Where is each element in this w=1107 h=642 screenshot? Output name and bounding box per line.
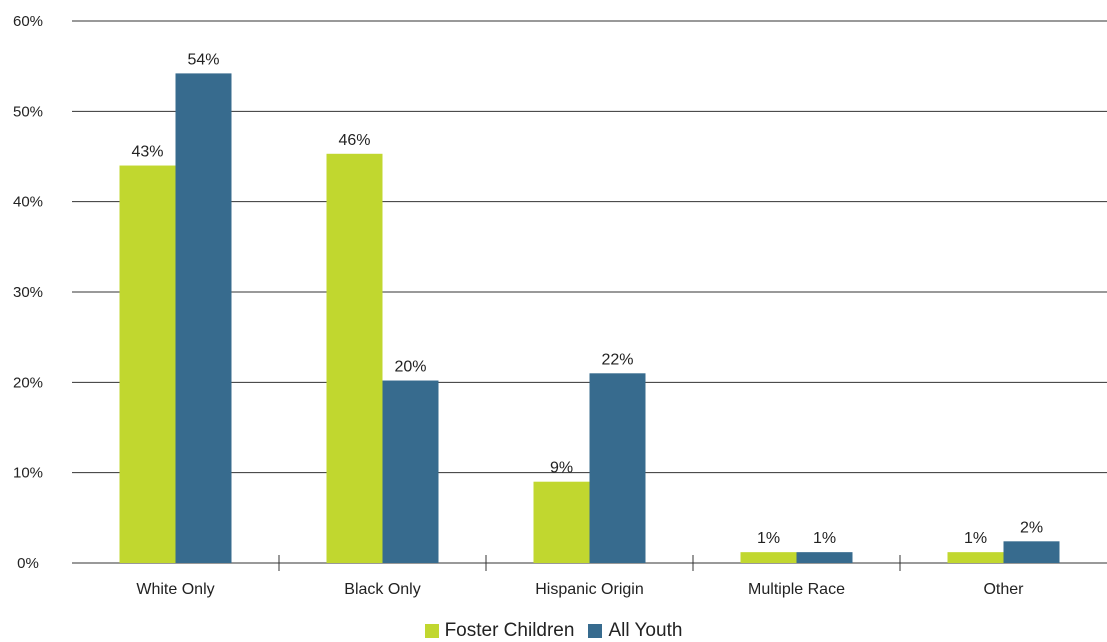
legend-item-all-youth: All Youth bbox=[588, 620, 682, 642]
data-label: 54% bbox=[187, 51, 219, 68]
x-tick-label: Multiple Race bbox=[748, 581, 845, 598]
legend-label-all-youth: All Youth bbox=[608, 619, 683, 641]
y-tick-label: 50% bbox=[13, 103, 43, 120]
legend-swatch-all-youth bbox=[588, 623, 603, 638]
bar-all-youth bbox=[1003, 541, 1060, 563]
bar-foster-children bbox=[947, 552, 1004, 563]
data-label: 1% bbox=[813, 530, 836, 547]
data-label: 46% bbox=[338, 132, 370, 149]
legend-label-foster-children: Foster Children bbox=[444, 619, 575, 641]
y-tick-label: 20% bbox=[13, 374, 43, 391]
data-label: 2% bbox=[1020, 519, 1043, 536]
x-tick-label: Other bbox=[983, 581, 1024, 598]
y-tick-label: 0% bbox=[17, 555, 39, 572]
bar-all-youth bbox=[175, 73, 232, 563]
y-tick-label: 40% bbox=[13, 194, 43, 211]
y-tick-label: 10% bbox=[13, 465, 43, 482]
data-label: 1% bbox=[757, 530, 780, 547]
data-label: 22% bbox=[601, 351, 633, 368]
bar-foster-children bbox=[740, 552, 797, 563]
bar-all-youth bbox=[382, 380, 439, 563]
bar-all-youth bbox=[589, 373, 646, 563]
data-label: 9% bbox=[550, 460, 573, 477]
legend-item-foster-children: Foster Children bbox=[424, 619, 575, 642]
data-label: 20% bbox=[394, 359, 426, 376]
x-tick-label: Black Only bbox=[344, 581, 420, 598]
x-tick-label: Hispanic Origin bbox=[535, 581, 643, 598]
bar-foster-children bbox=[119, 165, 176, 564]
data-label: 1% bbox=[964, 530, 987, 547]
data-label: 43% bbox=[131, 144, 163, 161]
bar-foster-children bbox=[326, 153, 383, 564]
legend-swatch-foster-children bbox=[424, 623, 439, 638]
bar-all-youth bbox=[796, 552, 853, 563]
y-tick-label: 60% bbox=[13, 13, 43, 30]
bar-foster-children bbox=[533, 481, 590, 563]
x-tick-label: White Only bbox=[136, 581, 214, 598]
legend: Foster Children All Youth bbox=[0, 620, 1107, 641]
y-tick-label: 30% bbox=[13, 284, 43, 301]
